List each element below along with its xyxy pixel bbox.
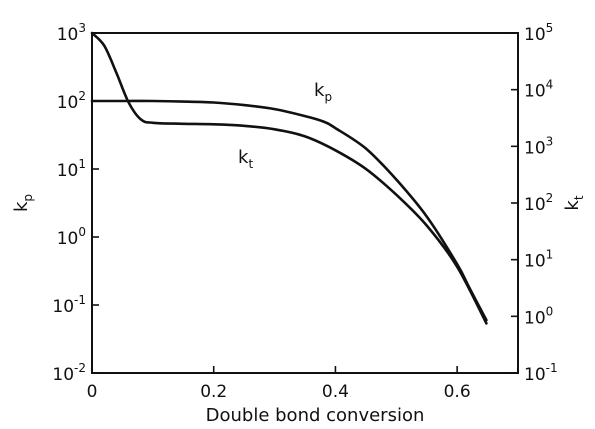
y-left-tick-label: 103 — [57, 21, 86, 45]
y-right-tick-label: 101 — [524, 248, 553, 272]
y-right-tick-label: 10-1 — [524, 361, 558, 385]
y-left-axis-title: kp — [11, 194, 35, 212]
plot-frame — [91, 32, 519, 374]
x-tick-label: 0.2 — [200, 382, 227, 402]
y-left-tick-label: 102 — [57, 89, 86, 113]
series-label-kp: kp — [314, 80, 332, 104]
series-label-kt: kt — [238, 147, 253, 171]
x-tick-label: 0.4 — [322, 382, 349, 402]
curves-layer — [90, 31, 488, 325]
y-left-tick-label: 10-2 — [52, 361, 86, 385]
labels-layer: Double bond conversion kp kt kp kt — [11, 80, 586, 426]
series-line-kt — [90, 31, 488, 325]
x-tick-label: 0 — [87, 382, 98, 402]
y-right-tick-label: 103 — [524, 134, 553, 158]
x-axis-title: Double bond conversion — [206, 405, 425, 426]
y-left-tick-label: 10-1 — [52, 293, 86, 317]
series-line-kp — [90, 99, 488, 322]
y-right-axis-title: kt — [562, 195, 586, 210]
y-right-tick-label: 104 — [524, 78, 553, 102]
y-left-tick-label: 100 — [57, 225, 86, 249]
axes-layer: 0 0.2 0.4 0.6 10-2 10-1 100 101 102 103 10-1 100 101… — [52, 21, 557, 402]
x-tick-label: 0.6 — [444, 382, 471, 402]
y-right-tick-label: 100 — [524, 304, 553, 328]
y-left-tick-label: 101 — [57, 157, 86, 181]
y-right-tick-label: 105 — [524, 21, 553, 45]
y-right-tick-label: 102 — [524, 191, 553, 215]
